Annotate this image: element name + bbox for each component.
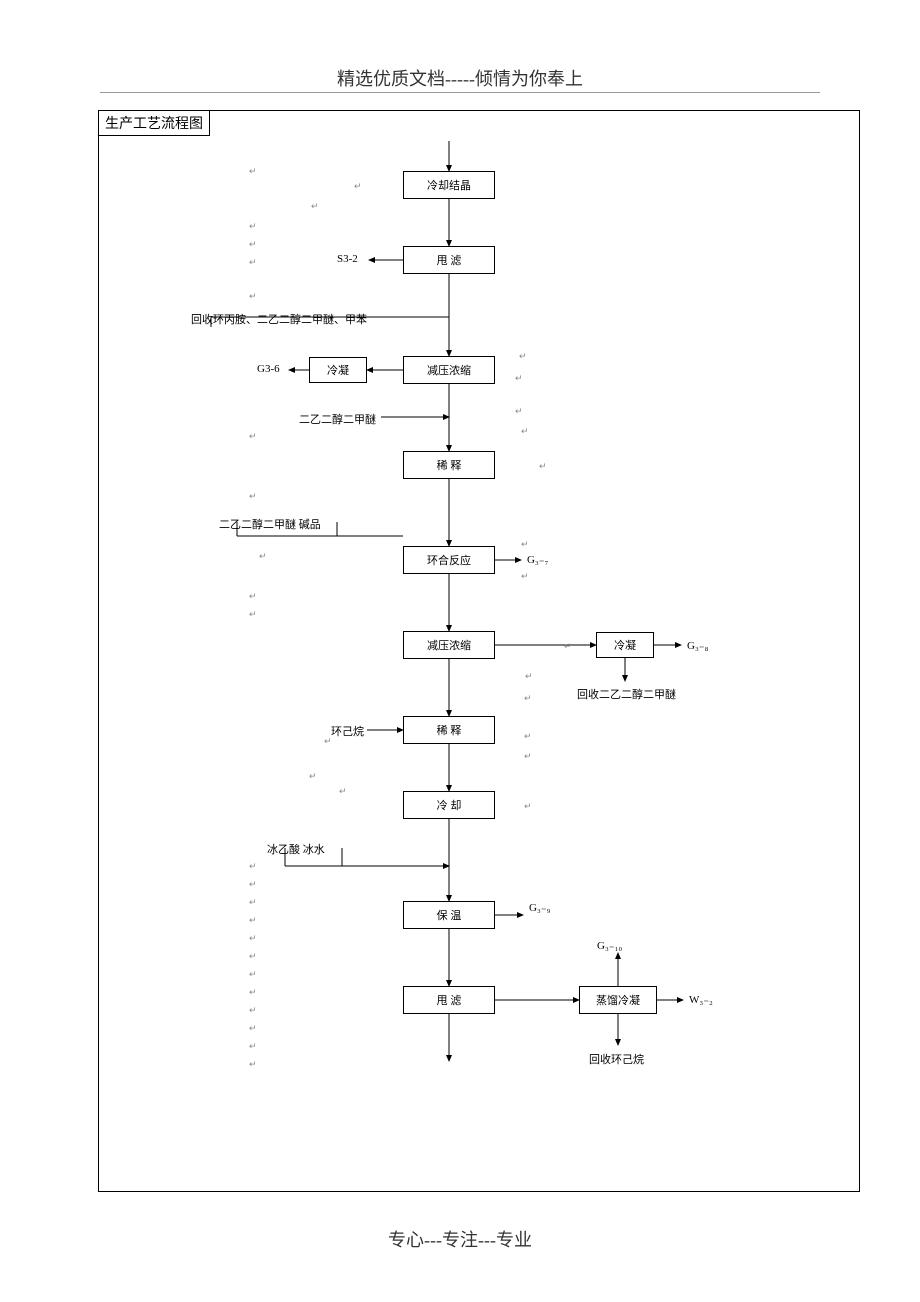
flowchart-lines bbox=[99, 131, 859, 1191]
flow-node-n6: 减压浓缩 bbox=[403, 631, 495, 659]
paragraph-mark: ↵ bbox=[339, 786, 347, 797]
paragraph-mark: ↵ bbox=[249, 897, 257, 908]
label-l_g39: G₃₋₉ bbox=[529, 901, 550, 914]
page: 精选优质文档-----倾情为你奉上 生产工艺流程图 冷却结晶甩 滤减压浓缩冷凝稀… bbox=[0, 0, 920, 1302]
paragraph-mark: ↵ bbox=[249, 969, 257, 980]
label-l_g310: G₃₋₁₀ bbox=[597, 939, 622, 952]
paragraph-mark: ↵ bbox=[521, 539, 529, 550]
flow-node-n5: 环合反应 bbox=[403, 546, 495, 574]
paragraph-mark: ↵ bbox=[249, 166, 257, 177]
label-l_rec1: 回收环丙胺、二乙二醇二甲醚、甲苯 bbox=[191, 311, 367, 327]
diagram-frame: 生产工艺流程图 冷却结晶甩 滤减压浓缩冷凝稀 释环合反应减压浓缩冷凝稀 释冷 却… bbox=[98, 110, 860, 1192]
paragraph-mark: ↵ bbox=[249, 915, 257, 926]
paragraph-mark: ↵ bbox=[249, 1041, 257, 1052]
flow-node-n7: 稀 释 bbox=[403, 716, 495, 744]
paragraph-mark: ↵ bbox=[249, 1023, 257, 1034]
flow-node-n3b: 冷凝 bbox=[309, 357, 367, 383]
label-l_rec2: 回收二乙二醇二甲醚 bbox=[577, 686, 676, 702]
paragraph-mark: ↵ bbox=[249, 239, 257, 250]
flow-node-n2: 甩 滤 bbox=[403, 246, 495, 274]
paragraph-mark: ↵ bbox=[311, 201, 319, 212]
paragraph-mark: ↵ bbox=[249, 861, 257, 872]
label-l_hex: 环己烷 bbox=[331, 723, 364, 739]
page-header: 精选优质文档-----倾情为你奉上 bbox=[0, 65, 920, 91]
paragraph-mark: ↵ bbox=[249, 879, 257, 890]
paragraph-mark: ↵ bbox=[249, 933, 257, 944]
paragraph-mark: ↵ bbox=[249, 291, 257, 302]
paragraph-mark: ↵ bbox=[309, 771, 317, 782]
paragraph-mark: ↵ bbox=[249, 951, 257, 962]
paragraph-mark: ↵ bbox=[249, 609, 257, 620]
label-l_ice: 冰乙酸 冰水 bbox=[267, 841, 325, 857]
paragraph-mark: ↵ bbox=[249, 987, 257, 998]
paragraph-mark: ↵ bbox=[521, 426, 529, 437]
flow-node-n9: 保 温 bbox=[403, 901, 495, 929]
paragraph-mark: ↵ bbox=[539, 461, 547, 472]
paragraph-mark: ↵ bbox=[249, 257, 257, 268]
flow-node-n1: 冷却结晶 bbox=[403, 171, 495, 199]
flow-node-n3: 减压浓缩 bbox=[403, 356, 495, 384]
paragraph-mark: ↵ bbox=[249, 1005, 257, 1016]
paragraph-mark: ↵ bbox=[249, 591, 257, 602]
label-l_g36: G3-6 bbox=[257, 363, 280, 375]
label-l_s32: S3-2 bbox=[337, 253, 358, 265]
label-l_g37: G₃₋₇ bbox=[527, 553, 548, 566]
paragraph-mark: ↵ bbox=[249, 221, 257, 232]
header-rule bbox=[100, 92, 820, 93]
flow-node-n6b: 冷凝 bbox=[596, 632, 654, 658]
paragraph-mark: ↵ bbox=[521, 571, 529, 582]
paragraph-mark: ↵ bbox=[524, 801, 532, 812]
label-l_w32: W₃₋₂ bbox=[689, 993, 713, 1006]
paragraph-mark: ↵ bbox=[515, 406, 523, 417]
paragraph-mark: ↵ bbox=[524, 693, 532, 704]
label-l_rec3: 回收环己烷 bbox=[589, 1051, 644, 1067]
flowchart: 冷却结晶甩 滤减压浓缩冷凝稀 释环合反应减压浓缩冷凝稀 释冷 却保 温甩 滤蒸馏… bbox=[99, 131, 859, 1191]
paragraph-mark: ↵ bbox=[524, 731, 532, 742]
label-l_g38: G₃₋₈ bbox=[687, 639, 708, 652]
paragraph-mark: ↵ bbox=[515, 373, 523, 384]
paragraph-mark: ↵ bbox=[249, 491, 257, 502]
flow-node-n10: 甩 滤 bbox=[403, 986, 495, 1014]
paragraph-mark: ↵ bbox=[259, 551, 267, 562]
page-footer: 专心---专注---专业 bbox=[0, 1226, 920, 1252]
paragraph-mark: ↵ bbox=[249, 1059, 257, 1070]
flow-node-n8: 冷 却 bbox=[403, 791, 495, 819]
paragraph-mark: ↵ bbox=[564, 641, 572, 652]
paragraph-mark: ↵ bbox=[519, 351, 527, 362]
paragraph-mark: ↵ bbox=[525, 671, 533, 682]
paragraph-mark: ↵ bbox=[249, 431, 257, 442]
label-l_dme2: 二乙二醇二甲醚 碱品 bbox=[219, 516, 321, 532]
flow-node-n4: 稀 释 bbox=[403, 451, 495, 479]
paragraph-mark: ↵ bbox=[354, 181, 362, 192]
paragraph-mark: ↵ bbox=[524, 751, 532, 762]
flow-node-n10b: 蒸馏冷凝 bbox=[579, 986, 657, 1014]
paragraph-mark: ↵ bbox=[324, 736, 332, 747]
label-l_dme1: 二乙二醇二甲醚 bbox=[299, 411, 376, 427]
